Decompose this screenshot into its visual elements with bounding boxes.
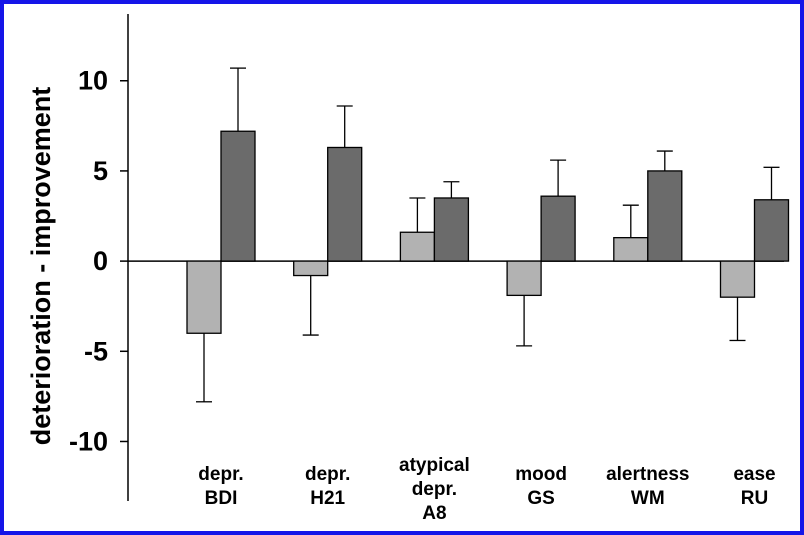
- category-label: depr. BDI: [198, 464, 243, 509]
- bar-series2: [220, 130, 256, 262]
- labels-layer: depr. BDI depr. H21 atypical depr. A8 mood GS ale…: [198, 455, 775, 524]
- bar-series2: [753, 199, 790, 262]
- category-label-line: mood: [515, 464, 567, 485]
- category-label-line: RU: [741, 488, 768, 509]
- category-label: alertness WM: [606, 464, 689, 509]
- category-label-line: atypical: [399, 455, 470, 476]
- category-label-line: depr.: [412, 479, 457, 500]
- bar-series2: [433, 197, 470, 262]
- bars-layer: [186, 67, 790, 403]
- bar-series1: [293, 260, 329, 277]
- category-label: mood GS: [515, 464, 567, 509]
- bar-series2: [647, 170, 683, 262]
- bar-series1: [186, 260, 222, 334]
- category-label: ease RU: [733, 464, 775, 509]
- y-axis-label: deterioration - improvement: [26, 87, 56, 446]
- category-label-line: depr.: [198, 464, 243, 485]
- category-label-line: H21: [310, 488, 345, 509]
- category-label-line: A8: [422, 503, 446, 524]
- bar-series2: [540, 195, 576, 262]
- y-tick-label: 5: [93, 156, 108, 186]
- y-tick-label: -10: [69, 426, 108, 456]
- category-label-line: ease: [733, 464, 775, 485]
- y-tick-label: 10: [78, 66, 108, 96]
- category-label-line: WM: [631, 488, 665, 509]
- category-label-line: depr.: [305, 464, 350, 485]
- bar-series1: [399, 231, 436, 262]
- y-tick-label: -5: [84, 336, 108, 366]
- bar-series1: [506, 260, 542, 297]
- category-label-line: BDI: [205, 488, 238, 509]
- bar-series1: [719, 260, 756, 298]
- y-tick-label: 0: [93, 246, 108, 276]
- category-label: depr. H21: [305, 464, 350, 509]
- bar-chart: 10 5 0 -5 -10 depr. BDI depr. H21 atypical depr. A…: [26, 14, 790, 524]
- bar-series2: [327, 146, 363, 262]
- category-label-line: GS: [527, 488, 554, 509]
- category-label-line: alertness: [606, 464, 689, 485]
- bar-series1: [613, 237, 649, 262]
- category-label: atypical depr. A8: [399, 455, 470, 524]
